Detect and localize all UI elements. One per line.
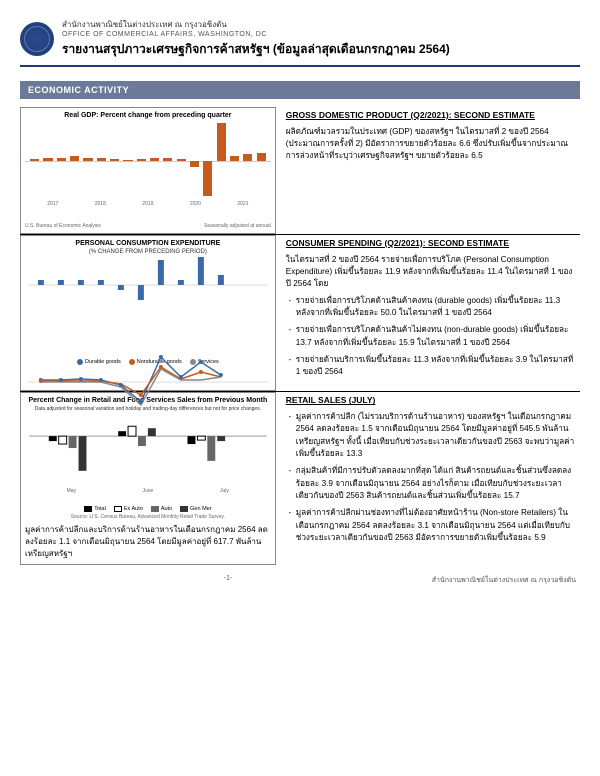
retail-chart-panel: Percent Change in Retail and Food Servic… xyxy=(20,392,276,565)
retail-chart: MayJuneJuly xyxy=(25,412,271,502)
pce-title: PERSONAL CONSUMPTION EXPENDITURE xyxy=(25,240,271,247)
consumer-heading: CONSUMER SPENDING (Q2/2021): SECOND ESTI… xyxy=(286,237,576,250)
gdp-src-right: Seasonally adjusted at annual xyxy=(204,223,271,229)
gdp-heading: GROSS DOMESTIC PRODUCT (Q2/2021): SECOND… xyxy=(286,109,576,122)
consumer-chart-panel: PERSONAL CONSUMPTION EXPENDITURE (% CHAN… xyxy=(20,235,276,391)
gdp-chart-title: Real GDP: Percent change from preceding … xyxy=(25,112,271,119)
gdp-body: ผลิตภัณฑ์มวลรวมในประเทศ (GDP) ของสหรัฐฯ … xyxy=(286,126,576,163)
seal-icon xyxy=(20,22,54,56)
retail-bullets: มูลค่าการค้าปลีก (ไม่รวมบริการด้านร้านอา… xyxy=(286,411,576,544)
section-heading: ECONOMIC ACTIVITY xyxy=(20,81,580,99)
gdp-chart: 20172018201920202021 xyxy=(25,121,271,221)
retail-heading: RETAIL SALES (JULY) xyxy=(286,394,576,407)
page-number: -1- xyxy=(224,575,233,586)
consumer-intro: ในไตรมาสที่ 2 ของปี 2564 รายจ่ายเพื่อการ… xyxy=(286,254,576,291)
pce-chart xyxy=(25,255,271,355)
footer-office: สำนักงานพาณิชย์ในต่างประเทศ ณ กรุงวอชิงต… xyxy=(432,575,576,586)
page-header: สำนักงานพาณิชย์ในต่างประเทศ ณ กรุงวอชิงต… xyxy=(20,18,580,67)
retail-src: Source: U.S. Census Bureau, Advanced Mon… xyxy=(25,514,271,520)
gdp-row: Real GDP: Percent change from preceding … xyxy=(20,107,580,234)
retail-row: Percent Change in Retail and Food Servic… xyxy=(20,391,580,565)
gdp-src-left: U.S. Bureau of Economic Analysis xyxy=(25,223,101,229)
gdp-chart-panel: Real GDP: Percent change from preceding … xyxy=(20,107,276,234)
retail-legend: Total Ex Auto Auto Gen Mer xyxy=(25,506,271,512)
report-title: รายงานสรุปภาวะเศรษฐกิจการค้าสหรัฐฯ (ข้อม… xyxy=(62,40,580,59)
retail-bottom-text: มูลค่าการค้าปลีกและบริการด้านร้านอาหารใน… xyxy=(25,524,271,560)
office-thai: สำนักงานพาณิชย์ในต่างประเทศ ณ กรุงวอชิงต… xyxy=(62,18,580,31)
office-eng: OFFICE OF COMMERCIAL AFFAIRS, WASHINGTON… xyxy=(62,31,580,38)
consumer-row: PERSONAL CONSUMPTION EXPENDITURE (% CHAN… xyxy=(20,234,580,391)
consumer-bullets: รายจ่ายเพื่อการบริโภคด้านสินค้าคงทน (dur… xyxy=(286,295,576,379)
page-footer: -1- สำนักงานพาณิชย์ในต่างประเทศ ณ กรุงวอ… xyxy=(20,575,580,586)
